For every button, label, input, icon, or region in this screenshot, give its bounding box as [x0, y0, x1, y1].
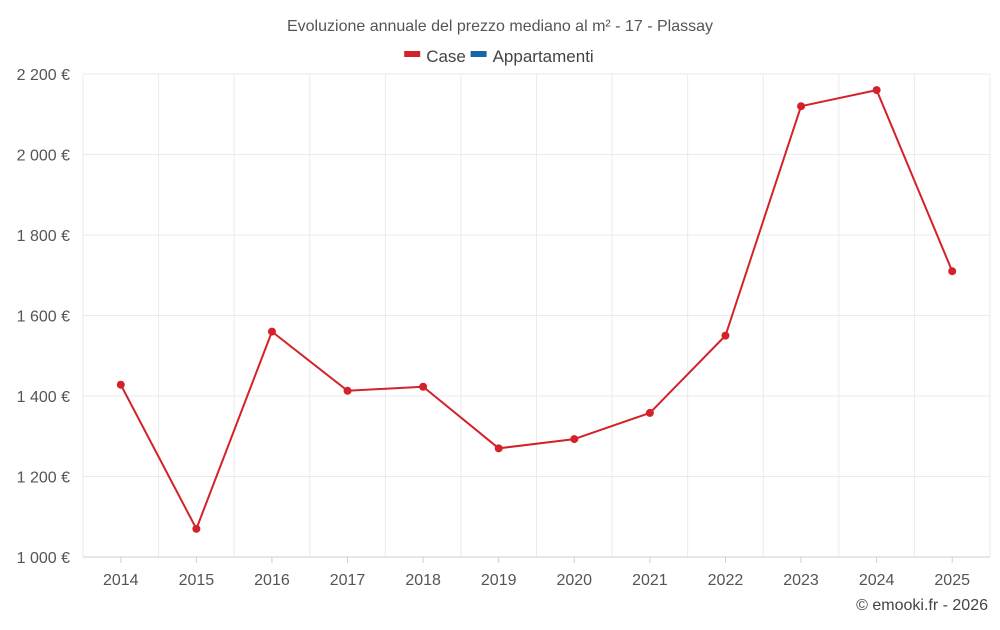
data-point[interactable] [419, 382, 428, 391]
y-tick-label: 1 600 € [17, 309, 70, 326]
data-point[interactable] [267, 327, 276, 336]
data-point[interactable] [797, 102, 806, 111]
legend-label: Appartamenti [493, 47, 594, 66]
legend-item-appartamenti[interactable]: Appartamenti [470, 47, 594, 66]
x-tick-label: 2020 [556, 572, 592, 589]
data-point[interactable] [948, 267, 957, 276]
chart-title: Evoluzione annuale del prezzo mediano al… [287, 18, 713, 35]
data-point[interactable] [116, 380, 125, 389]
x-tick-label: 2024 [859, 572, 895, 589]
series-line-case [119, 89, 954, 530]
legend-label: Case [426, 47, 466, 66]
x-tick-label: 2018 [405, 572, 441, 589]
y-tick-label: 1 800 € [17, 228, 70, 245]
data-point[interactable] [645, 408, 654, 417]
x-tick-label: 2025 [934, 572, 970, 589]
x-tick-label: 2022 [708, 572, 744, 589]
legend-swatch [470, 51, 487, 57]
y-tick-label: 1 000 € [17, 550, 70, 567]
grid-lines [82, 73, 991, 558]
data-point[interactable] [192, 524, 201, 533]
x-tick-label: 2015 [179, 572, 215, 589]
x-tick-label: 2017 [330, 572, 366, 589]
data-point[interactable] [343, 386, 352, 395]
legend-swatch [404, 51, 421, 57]
data-point[interactable] [872, 86, 881, 95]
x-tick-label: 2014 [103, 572, 139, 589]
axes: 1 000 € 1 200 € 1 400 € 1 600 € 1 800 € 2 000… [17, 67, 990, 589]
data-point[interactable] [721, 331, 730, 340]
copyright-credit: © emooki.fr - 2026 [856, 597, 988, 614]
y-tick-label: 2 200 € [17, 67, 70, 84]
y-tick-label: 1 200 € [17, 470, 70, 487]
x-tick-label: 2016 [254, 572, 290, 589]
x-tick-label: 2019 [481, 572, 517, 589]
series-layer [116, 86, 957, 533]
x-tick-label: 2023 [783, 572, 819, 589]
data-point[interactable] [494, 444, 503, 453]
y-tick-label: 1 400 € [17, 389, 70, 406]
data-point[interactable] [570, 435, 579, 444]
legend[interactable]: Case Appartamenti [404, 47, 594, 66]
y-tick-label: 2 000 € [17, 148, 70, 165]
x-tick-label: 2021 [632, 572, 668, 589]
legend-item-case[interactable]: Case [404, 47, 466, 66]
